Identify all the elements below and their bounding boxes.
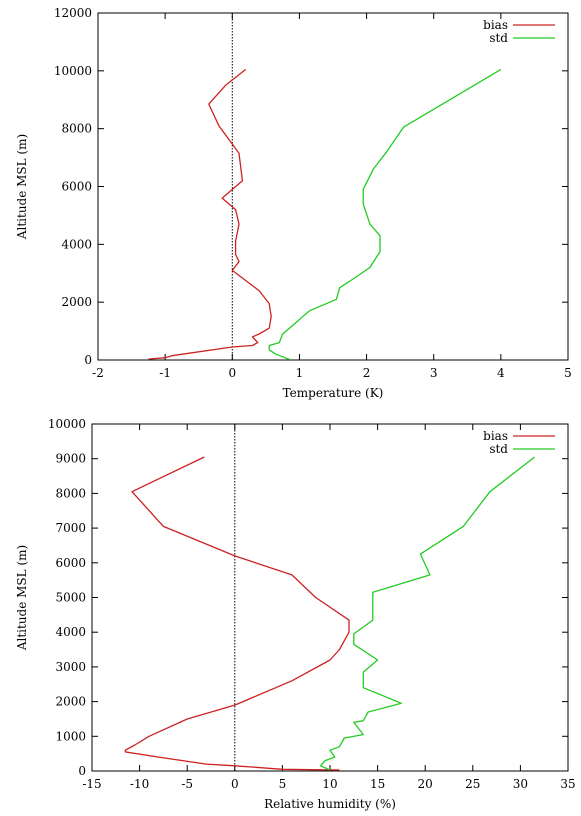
rh-bias-line (124, 456, 350, 771)
temp-x-tick-label: 1 (296, 366, 304, 380)
rh-x-tick-label: -10 (130, 777, 149, 791)
temp-y-tick-label: 10000 (54, 64, 92, 78)
rh-x-tick-label: -15 (82, 777, 101, 791)
temperature-panel: -2 -1 0 1 2 3 4 5 0 2000 4000 6000 8000 10000 12000 bia… (15, 6, 572, 400)
temp-x-tick-label: -1 (159, 366, 171, 380)
rh-y-tick-label: 4000 (55, 625, 86, 639)
rh-y-tick-label: 10000 (48, 417, 86, 431)
rh-x-tick-label: 20 (418, 777, 433, 791)
rh-y-tick-label: 9000 (55, 452, 86, 466)
rh-std-line (319, 456, 536, 771)
rh-legend-std-label: std (489, 442, 508, 456)
temp-y-tick-label: 6000 (61, 180, 92, 194)
rh-x-tick-label: 5 (279, 777, 287, 791)
rh-x-tick-label: 10 (322, 777, 337, 791)
temp-x-tick-label: 4 (497, 366, 505, 380)
temp-y-tick-label: 0 (84, 353, 92, 367)
rh-x-tick-label: 35 (560, 777, 575, 791)
rh-y-tick-label: 3000 (55, 660, 86, 674)
rh-legend-bias-label: bias (483, 429, 508, 443)
rh-x-tick-label: 25 (465, 777, 480, 791)
humidity-panel: -15 -10 -5 0 5 10 15 20 25 30 35 0 1000 2000 3000 4000 5… (15, 417, 576, 811)
temp-y-tick-label: 2000 (61, 295, 92, 309)
rh-y-tick-label: 5000 (55, 591, 86, 605)
temp-x-tick-label: 5 (564, 366, 572, 380)
temp-y-tick-label: 8000 (61, 122, 92, 136)
temp-x-tick-label: 0 (228, 366, 236, 380)
temp-bias-line (148, 68, 272, 360)
rh-x-axis-label: Relative humidity (%) (264, 797, 396, 811)
rh-y-tick-label: 7000 (55, 521, 86, 535)
temp-plot-frame (97, 12, 569, 361)
rh-x-tick-label: 15 (370, 777, 385, 791)
temp-legend-std-label: std (489, 31, 508, 45)
temp-std-line (268, 68, 502, 361)
temp-legend-bias-label: bias (483, 18, 508, 32)
rh-y-tick-label: 0 (78, 764, 86, 778)
temp-x-tick-label: 3 (430, 366, 438, 380)
rh-y-tick-label: 1000 (55, 729, 86, 743)
rh-y-axis-label: Altitude MSL (m) (15, 545, 29, 651)
rh-y-tick-label: 6000 (55, 556, 86, 570)
temp-y-tick-label: 4000 (61, 237, 92, 251)
temp-x-tick-label: -2 (92, 366, 104, 380)
rh-y-tick-label: 8000 (55, 486, 86, 500)
temp-x-axis-label: Temperature (K) (283, 386, 384, 400)
temp-y-tick-label: 12000 (54, 6, 92, 20)
rh-x-tick-label: 30 (513, 777, 528, 791)
temp-y-axis-label: Altitude MSL (m) (15, 134, 29, 240)
temp-x-tick-label: 2 (363, 366, 371, 380)
rh-x-tick-label: -5 (181, 777, 193, 791)
rh-y-tick-label: 2000 (55, 695, 86, 709)
rh-x-tick-label: 0 (231, 777, 239, 791)
